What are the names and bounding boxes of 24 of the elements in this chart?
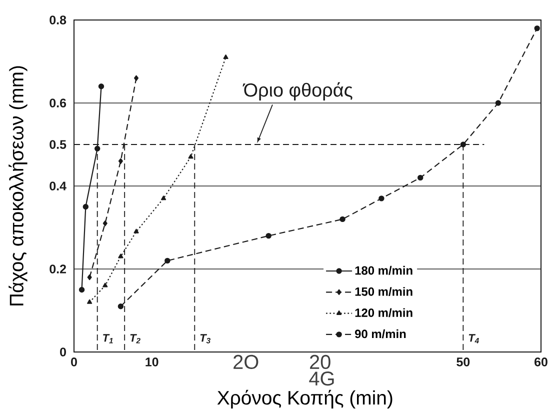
x-tick-label: 60 <box>534 358 548 366</box>
y-tick-label: 0.6 <box>50 98 66 108</box>
y-tick-label: 0.8 <box>50 16 66 24</box>
text: 2O <box>234 354 258 370</box>
legend-label: 180 m/min <box>355 266 412 275</box>
legend-label: 120 m/min <box>355 308 412 318</box>
x-tick-label: 0 <box>71 358 77 366</box>
y-tick-label: 0.5 <box>50 140 66 149</box>
x-tick-label: 50 <box>456 358 470 366</box>
text: 20 <box>310 354 330 370</box>
legend-label: 150 m/min <box>355 287 412 296</box>
ref-line-label: T$_{2}$ <box>130 334 140 344</box>
y-tick-label: 0.2 <box>50 264 66 274</box>
ref-line-label: T$_{1}$ <box>103 334 113 344</box>
ref-line-label: T$_{4}$ <box>468 334 479 344</box>
x-tick-label: 10 <box>146 358 158 366</box>
text: 4G <box>309 372 334 386</box>
y-tick-label: 0.4 <box>50 182 66 190</box>
legend-label: 90 m/min <box>355 329 406 338</box>
y-tick-label: 0 <box>60 348 66 356</box>
y-axis-title: Πάχος αποκολλήσεων (mm) <box>8 66 28 306</box>
ref-line-label: Όριο φθοράς <box>242 82 352 100</box>
x-axis-title: Χρόνος Κοπής (min) <box>217 390 392 408</box>
ref-line-label: T$_{3}$ <box>200 334 210 344</box>
